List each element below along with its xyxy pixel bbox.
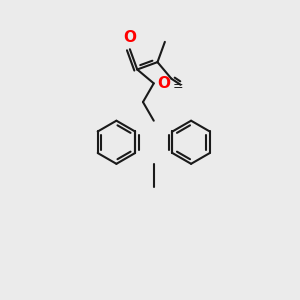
Text: O: O	[123, 30, 136, 45]
Text: =: =	[173, 80, 184, 93]
Text: O: O	[158, 76, 171, 91]
